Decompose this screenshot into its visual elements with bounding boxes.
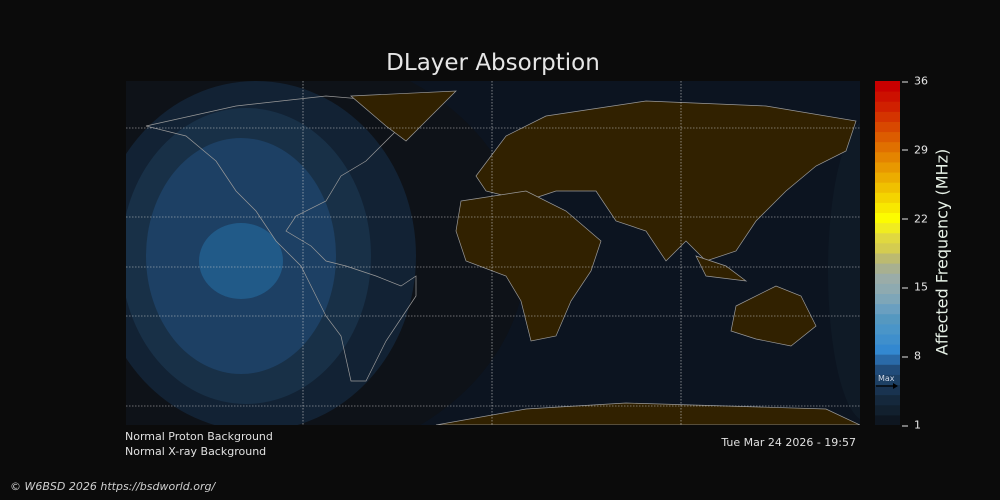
colorbar-band bbox=[875, 182, 900, 193]
colorbar-label: Affected Frequency (MHz) bbox=[932, 148, 952, 356]
colorbar-band bbox=[875, 101, 900, 112]
proton-status: Normal Proton Background bbox=[125, 430, 273, 443]
colorbar-band bbox=[875, 121, 900, 133]
colorbar-band bbox=[875, 212, 900, 224]
colorbar bbox=[875, 81, 900, 425]
colorbar-band bbox=[875, 273, 900, 284]
colorbar-band bbox=[875, 384, 900, 396]
colorbar-band bbox=[875, 202, 900, 214]
europe-asia bbox=[475, 100, 857, 262]
colorbar-band bbox=[875, 131, 900, 143]
copyright: © W6BSD 2026 https://bsdworld.org/ bbox=[10, 480, 216, 493]
australia bbox=[730, 285, 817, 347]
land-masses bbox=[145, 90, 860, 425]
colorbar-band bbox=[875, 323, 900, 335]
colorbar-band bbox=[875, 313, 900, 325]
colorbar-band bbox=[875, 141, 900, 153]
colorbar-band bbox=[875, 242, 900, 254]
max-marker-label: Max bbox=[878, 373, 895, 383]
colorbar-tick: 29 bbox=[902, 143, 928, 156]
colorbar-band bbox=[875, 192, 900, 203]
colorbar-band bbox=[875, 354, 900, 365]
colorbar-band bbox=[875, 91, 900, 102]
colorbar-band bbox=[875, 394, 900, 406]
colorbar-tick: 8 bbox=[902, 350, 921, 363]
greenland bbox=[350, 90, 457, 142]
absorption-contours bbox=[126, 81, 860, 425]
colorbar-band bbox=[875, 232, 900, 244]
absorption-contour-edge bbox=[828, 122, 860, 420]
colorbar-band bbox=[875, 414, 900, 425]
colorbar-band bbox=[875, 222, 900, 234]
north-america bbox=[145, 95, 417, 382]
colorbar-band bbox=[875, 404, 900, 416]
colorbar-band bbox=[875, 374, 900, 386]
colorbar-tick: 15 bbox=[902, 281, 928, 294]
southeast-asia-islands bbox=[695, 255, 748, 282]
colorbar-band bbox=[875, 293, 900, 305]
colorbar-band bbox=[875, 283, 900, 294]
world-map bbox=[126, 81, 860, 425]
colorbar-band bbox=[875, 111, 900, 122]
colorbar-band bbox=[875, 161, 900, 173]
colorbar-band bbox=[875, 303, 900, 315]
timestamp: Tue Mar 24 2026 - 19:57 bbox=[721, 436, 856, 449]
colorbar-tick: 1 bbox=[902, 419, 921, 432]
graticule bbox=[126, 81, 860, 425]
colorbar-band bbox=[875, 364, 900, 375]
chart-title: DLayer Absorption bbox=[386, 50, 600, 76]
colorbar-band bbox=[875, 344, 900, 355]
xray-status: Normal X-ray Background bbox=[125, 445, 267, 458]
colorbar-band bbox=[875, 263, 900, 274]
colorbar-band bbox=[875, 253, 900, 264]
max-arrow-icon bbox=[876, 382, 898, 389]
colorbar-band bbox=[875, 333, 900, 345]
colorbar-tick: 36 bbox=[902, 75, 928, 88]
absorption-contour-level-5 bbox=[199, 223, 283, 299]
colorbar-band bbox=[875, 151, 900, 163]
colorbar-band bbox=[875, 172, 900, 183]
colorbar-tick: 22 bbox=[902, 212, 928, 225]
colorbar-band bbox=[875, 81, 900, 92]
